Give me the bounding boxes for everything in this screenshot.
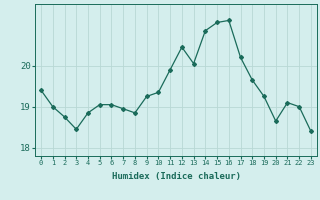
X-axis label: Humidex (Indice chaleur): Humidex (Indice chaleur) (111, 172, 241, 181)
